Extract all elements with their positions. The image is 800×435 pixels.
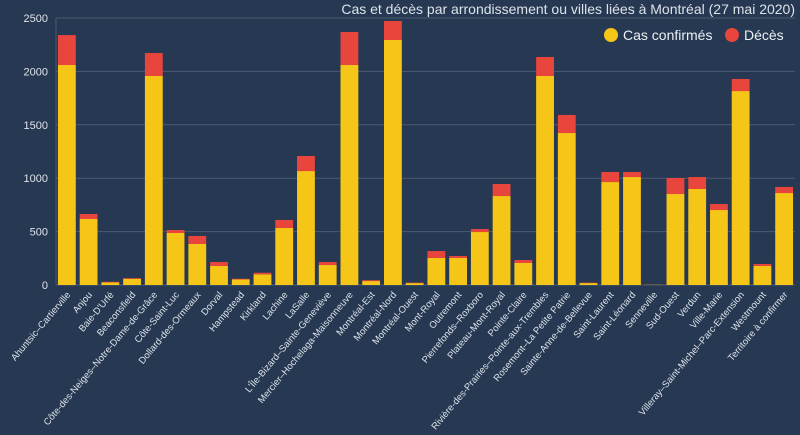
bar-deaths xyxy=(145,53,163,76)
bar-deaths xyxy=(667,178,685,194)
bar-deaths xyxy=(210,262,228,266)
bar-confirmed xyxy=(601,182,619,285)
y-tick-label: 2500 xyxy=(24,13,48,25)
bar-deaths xyxy=(188,236,206,244)
bar-confirmed xyxy=(384,40,402,285)
bar-confirmed xyxy=(493,196,511,285)
legend-label-confirmed: Cas confirmés xyxy=(623,27,712,43)
bar-deaths xyxy=(623,172,641,177)
y-tick-label: 2000 xyxy=(24,66,48,78)
bar-confirmed xyxy=(188,244,206,285)
y-tick-label: 1000 xyxy=(24,173,48,185)
bar-deaths xyxy=(536,57,554,76)
bar-deaths xyxy=(449,256,467,258)
bar-deaths xyxy=(319,262,337,265)
bar-confirmed xyxy=(514,263,532,285)
bar-deaths xyxy=(775,187,793,193)
bar-deaths xyxy=(710,204,728,210)
bar-deaths xyxy=(232,279,250,280)
bar-deaths xyxy=(362,280,380,281)
bar-confirmed xyxy=(210,266,228,285)
bar-confirmed xyxy=(775,193,793,285)
bar-confirmed xyxy=(319,265,337,285)
bar-deaths xyxy=(493,184,511,196)
bar-confirmed xyxy=(167,233,185,285)
bar-deaths xyxy=(341,32,359,65)
bar-deaths xyxy=(732,79,750,91)
bar-confirmed xyxy=(341,65,359,285)
y-tick-label: 1500 xyxy=(24,120,48,132)
bar-confirmed xyxy=(232,279,250,285)
bar-confirmed xyxy=(145,76,163,285)
bar-confirmed xyxy=(623,177,641,285)
bar-deaths xyxy=(514,260,532,263)
bar-deaths xyxy=(688,177,706,189)
bar-deaths xyxy=(275,220,293,228)
x-tick-label: Ahuntsic–Cartierville xyxy=(9,290,73,363)
bar-deaths xyxy=(297,156,315,171)
legend-swatch-confirmed xyxy=(604,28,618,42)
bar-confirmed xyxy=(254,274,272,285)
bar-deaths xyxy=(601,172,619,182)
bar-confirmed xyxy=(362,281,380,285)
bar-confirmed xyxy=(688,189,706,285)
bar-deaths xyxy=(427,251,445,258)
bar-deaths xyxy=(58,35,76,65)
bar-confirmed xyxy=(536,76,554,285)
bar-confirmed xyxy=(297,171,315,285)
bar-confirmed xyxy=(58,65,76,285)
chart-title: Cas et décès par arrondissement ou ville… xyxy=(341,1,795,17)
legend-swatch-deaths xyxy=(725,28,739,42)
bar-confirmed xyxy=(732,91,750,285)
bar-deaths xyxy=(80,214,98,219)
bar-confirmed xyxy=(123,279,141,285)
bar-confirmed xyxy=(471,232,489,285)
bar-confirmed xyxy=(558,133,576,285)
bar-confirmed xyxy=(101,282,119,285)
bar-confirmed xyxy=(710,210,728,285)
bar-deaths xyxy=(753,264,771,266)
bar-confirmed xyxy=(80,219,98,285)
bar-confirmed xyxy=(753,266,771,285)
bar-deaths xyxy=(558,115,576,133)
bar-deaths xyxy=(471,229,489,232)
legend-label-deaths: Décès xyxy=(744,27,784,43)
bar-deaths xyxy=(123,278,141,279)
bar-confirmed xyxy=(449,258,467,285)
bar-confirmed xyxy=(667,194,685,285)
legend: Cas confirmés Décès xyxy=(604,27,784,43)
bar-deaths xyxy=(254,273,272,275)
bar-deaths xyxy=(384,21,402,40)
bar-confirmed xyxy=(580,283,598,285)
y-tick-label: 0 xyxy=(42,280,48,292)
bar-deaths xyxy=(101,282,119,283)
bar-confirmed xyxy=(406,283,424,285)
y-tick-label: 500 xyxy=(30,227,48,239)
bar-confirmed xyxy=(427,258,445,285)
bar-confirmed xyxy=(275,228,293,285)
bar-deaths xyxy=(167,230,185,233)
